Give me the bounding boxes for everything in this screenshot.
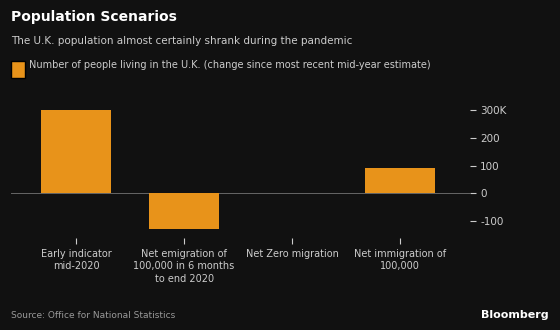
- Text: The U.K. population almost certainly shrank during the pandemic: The U.K. population almost certainly shr…: [11, 36, 353, 46]
- Text: Bloomberg: Bloomberg: [481, 310, 549, 320]
- Bar: [149, 193, 219, 229]
- Bar: [365, 168, 435, 193]
- Bar: [41, 110, 111, 193]
- Text: Source: Office for National Statistics: Source: Office for National Statistics: [11, 311, 175, 320]
- Text: Number of people living in the U.K. (change since most recent mid-year estimate): Number of people living in the U.K. (cha…: [29, 60, 431, 70]
- Text: Population Scenarios: Population Scenarios: [11, 10, 177, 24]
